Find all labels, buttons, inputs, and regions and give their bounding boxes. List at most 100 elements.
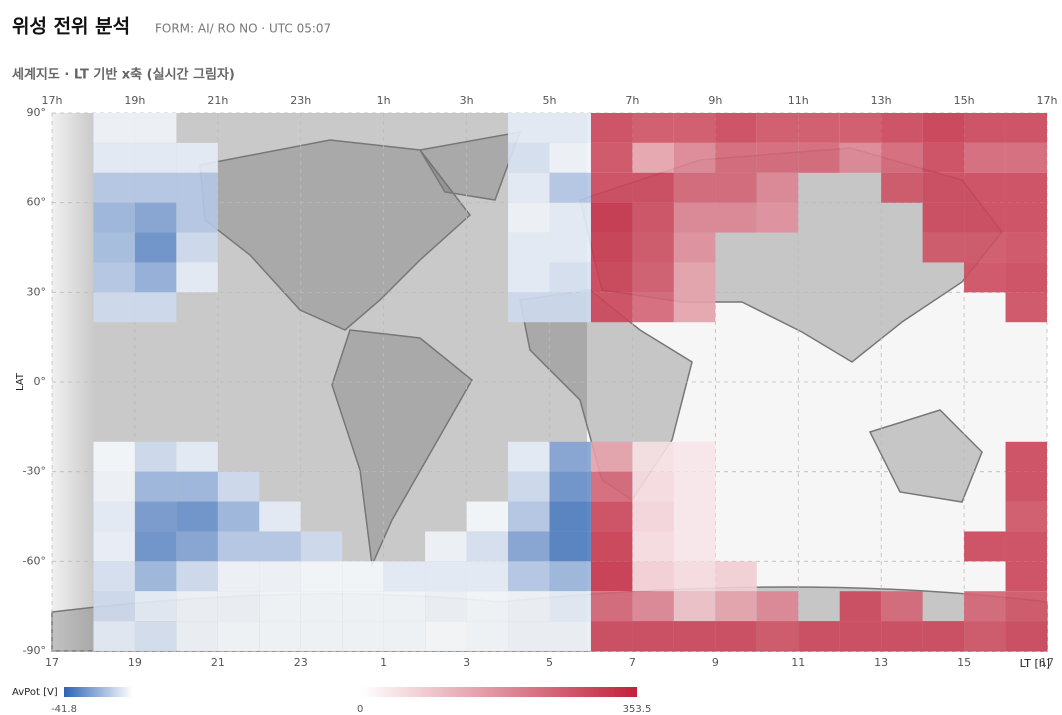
heat-cell (508, 113, 550, 143)
heat-cell (715, 142, 757, 173)
heat-cell (715, 202, 757, 233)
heat-cell (466, 531, 509, 562)
heat-cell (176, 142, 218, 173)
heat-cell (632, 501, 674, 532)
heat-cell (1005, 232, 1047, 263)
heat-cell (922, 202, 965, 233)
heat-cell (259, 561, 301, 592)
heat-cell (715, 172, 757, 203)
heat-cell (632, 292, 674, 323)
heat-cell (964, 232, 1006, 263)
heat-cell (508, 471, 550, 502)
x-tick-label: 9 (712, 656, 719, 669)
heat-cell (881, 621, 923, 651)
heat-cell (673, 471, 716, 502)
heat-cell (176, 172, 218, 203)
heat-cell (632, 621, 674, 651)
heat-cell (922, 113, 965, 143)
heat-cell (217, 531, 260, 562)
x-tick-label: 23 (294, 656, 308, 669)
heat-cell (881, 172, 923, 203)
heat-cell (1005, 292, 1047, 323)
heat-cell (590, 591, 633, 622)
heat-cell (134, 591, 177, 622)
heat-cell (508, 561, 550, 592)
heat-cell (549, 262, 591, 293)
heat-cell (1005, 561, 1047, 592)
x-tick-label: 19 (128, 656, 142, 669)
x-tick-label: 21 (211, 656, 225, 669)
heat-cell (217, 621, 260, 651)
heat-cell (964, 142, 1006, 173)
heat-cell (590, 441, 633, 472)
heat-cell (632, 262, 674, 293)
heat-cell (549, 531, 591, 562)
heat-cell (549, 591, 591, 622)
heat-cell (715, 621, 757, 651)
heat-cell (508, 292, 550, 323)
heat-cell (673, 142, 716, 173)
heat-cell (839, 621, 882, 651)
heat-cell (549, 561, 591, 592)
heat-cell (508, 531, 550, 562)
heat-cell (134, 262, 177, 293)
heat-cell (673, 561, 716, 592)
x-top-tick-label: 5h (543, 94, 557, 107)
heat-cell (134, 142, 177, 173)
heat-cell (508, 202, 550, 233)
heat-cell (93, 113, 135, 143)
heat-cell (964, 113, 1006, 143)
heat-cell (673, 292, 716, 323)
heat-cell (466, 501, 509, 532)
heat-cell (549, 172, 591, 203)
heat-cell (93, 292, 135, 323)
heat-cell (922, 172, 965, 203)
heat-cell (590, 172, 633, 203)
heat-cell (1005, 591, 1047, 622)
heat-cell (881, 591, 923, 622)
heat-cell (632, 561, 674, 592)
x-top-tick-label: 19h (124, 94, 145, 107)
heat-cell (134, 232, 177, 263)
heat-cell (590, 202, 633, 233)
heat-cell (549, 471, 591, 502)
x-top-tick-label: 23h (290, 94, 311, 107)
y-tick-label: -60° (23, 554, 46, 567)
heat-cell (176, 591, 218, 622)
colorbar-tick-label: -41.8 (51, 704, 77, 715)
heat-cell (632, 441, 674, 472)
heat-cell (632, 202, 674, 233)
colorbar-tick-label: 353.5 (623, 704, 652, 715)
heat-cell (673, 441, 716, 472)
heat-cell (383, 591, 426, 622)
x-tick-label: 17 (45, 656, 59, 669)
x-tick-label: 7 (629, 656, 636, 669)
heat-cell (922, 232, 965, 263)
title: 위성 전위 분석 (12, 16, 130, 38)
heat-cell (1005, 441, 1047, 472)
heat-cell (839, 591, 882, 622)
heat-cell (466, 591, 509, 622)
x-tick-label: 13 (874, 656, 888, 669)
colorbar-label: AvPot [V] (12, 687, 58, 698)
heat-cell (425, 531, 467, 562)
x-top-tick-label: 9h (708, 94, 722, 107)
heat-cell (1005, 142, 1047, 173)
y-tick-label: -90° (23, 644, 46, 657)
heat-cell (632, 531, 674, 562)
y-tick-label: 90° (27, 106, 47, 119)
heat-cell (590, 471, 633, 502)
heat-cell (549, 441, 591, 472)
heat-cell (964, 172, 1006, 203)
x-tick-label: 15 (957, 656, 971, 669)
heat-cell (134, 441, 177, 472)
heat-cell (176, 202, 218, 233)
heat-cell (590, 501, 633, 532)
x-top-tick-label: 21h (207, 94, 228, 107)
heat-cell (134, 621, 177, 651)
heat-cell (673, 262, 716, 293)
heat-cell (673, 113, 716, 143)
heat-cell (259, 591, 301, 622)
heat-cell (549, 113, 591, 143)
heat-cell (590, 142, 633, 173)
